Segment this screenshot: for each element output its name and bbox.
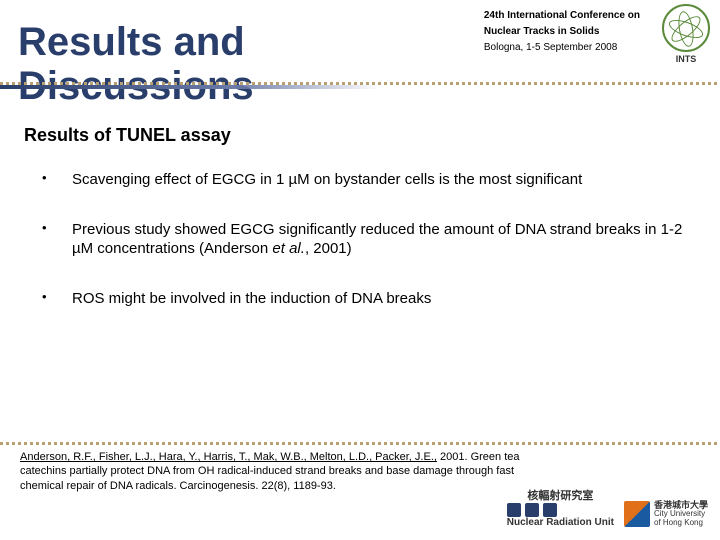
list-item: • Previous study showed EGCG significant… [42, 220, 690, 259]
reference-citation: Anderson, R.F., Fisher, L.J., Hara, Y., … [20, 450, 520, 493]
cityu-text: 香港城市大學 City University of Hong Kong [654, 501, 708, 528]
ints-label: INTS [662, 54, 710, 64]
nru-logo-block: 核輻射研究室 Nuclear Radiation Unit [507, 487, 614, 528]
conference-info: 24th International Conference on Nuclear… [484, 8, 640, 56]
dotted-divider-bottom [0, 442, 720, 445]
bullet-text: ROS might be involved in the induction o… [72, 289, 431, 309]
ints-atom-icon [662, 4, 710, 52]
cityu-en2: of Hong Kong [654, 519, 708, 528]
list-item: • ROS might be involved in the induction… [42, 289, 690, 309]
slide-title: Results and Discussions [18, 20, 254, 108]
conf-line1: 24th International Conference on [484, 8, 640, 24]
ints-logo: INTS [662, 4, 710, 64]
slide-header: Results and Discussions 24th Internation… [0, 0, 720, 110]
nru-en-label: Nuclear Radiation Unit [507, 517, 614, 528]
nru-cn-label: 核輻射研究室 [507, 487, 614, 503]
bullet-text: Scavenging effect of EGCG in 1 µM on bys… [72, 170, 582, 190]
bullet-mark: • [42, 289, 72, 304]
slide-subtitle: Results of TUNEL assay [24, 125, 231, 146]
nru-icon [507, 503, 521, 517]
conf-line3: Bologna, 1-5 September 2008 [484, 40, 640, 56]
cityu-logo-block: 香港城市大學 City University of Hong Kong [624, 501, 708, 528]
title-line1: Results and [18, 20, 245, 64]
list-item: • Scavenging effect of EGCG in 1 µM on b… [42, 170, 690, 190]
conf-line2: Nuclear Tracks in Solids [484, 24, 640, 40]
footer-logos: 核輻射研究室 Nuclear Radiation Unit 香港城市大學 Cit… [507, 487, 708, 528]
bullet-mark: • [42, 220, 72, 235]
nru-icon [543, 503, 557, 517]
reference-authors: Anderson, R.F., Fisher, L.J., Hara, Y., … [20, 451, 437, 463]
cityu-icon [624, 501, 650, 527]
bullet-mark: • [42, 170, 72, 185]
bullet-text: Previous study showed EGCG significantly… [72, 220, 690, 259]
bullet-list: • Scavenging effect of EGCG in 1 µM on b… [42, 170, 690, 338]
nru-icon [525, 503, 539, 517]
gradient-bar-top [0, 85, 380, 89]
